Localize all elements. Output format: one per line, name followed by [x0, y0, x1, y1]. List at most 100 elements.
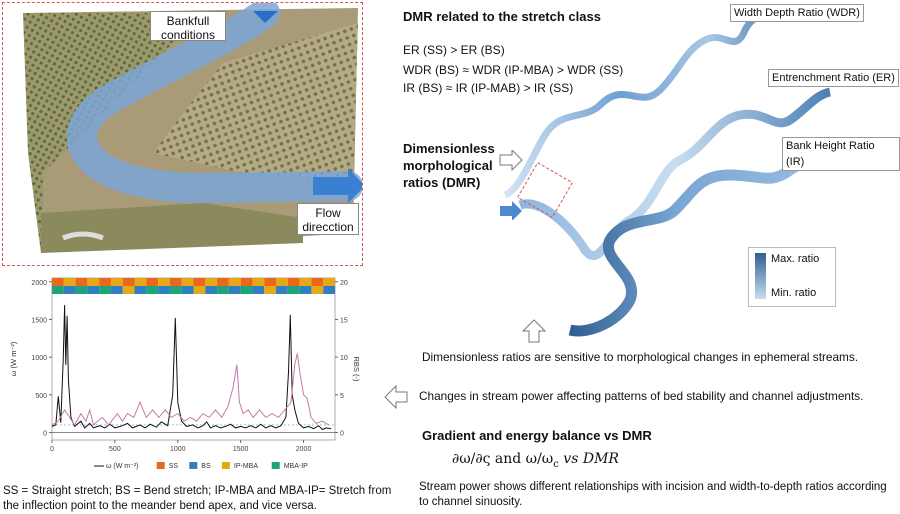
dmr-title: DMR related to the stretch class — [403, 9, 601, 24]
x-tick-label: 2000 — [296, 446, 312, 453]
class-strip-cell — [217, 286, 229, 294]
up-arrow-icon — [522, 319, 546, 343]
legend-swatch — [221, 462, 230, 469]
y-axis-label: ω (W m⁻²) — [9, 341, 18, 376]
class-strip-cell — [299, 286, 312, 294]
class-strip-cell — [205, 286, 218, 294]
label-er: Entrenchment Ratio (ER) — [768, 69, 899, 87]
ratio-gradient-bar — [755, 253, 766, 299]
class-strip-cell — [276, 278, 288, 286]
class-strip-cell — [134, 286, 147, 294]
class-strip-cell — [52, 278, 64, 286]
class-strip-cell — [276, 286, 288, 294]
class-strip-cell — [240, 286, 253, 294]
class-strip-cell — [252, 286, 265, 294]
class-strip-cell — [287, 278, 300, 286]
legend-swatch — [189, 462, 198, 469]
y2-tick-label: 20 — [340, 280, 348, 287]
dmr-relation-ir: IR (BS) ≈ IR (IP-MAB) > IR (SS) — [403, 81, 574, 95]
class-strip-cell — [146, 278, 159, 286]
class-strip-cell — [87, 278, 100, 286]
class-strip-cell — [169, 278, 182, 286]
dmr-arrows — [499, 150, 523, 220]
class-strip-cell — [299, 278, 312, 286]
class-strip-cell — [228, 286, 241, 294]
y-tick-label: 1000 — [31, 355, 47, 362]
footnote: SS = Straight stretch; BS = Bend stretch… — [3, 485, 392, 512]
class-strip-cell — [99, 286, 111, 294]
class-strip-cell — [193, 286, 206, 294]
class-strip-cell — [122, 286, 135, 294]
min-ratio-label: Min. ratio — [771, 287, 817, 299]
y2-axis-label: RBS (-) — [352, 357, 361, 383]
y-tick-label: 2000 — [31, 280, 47, 287]
legend-label: SS — [169, 463, 179, 470]
y-tick-label: 1500 — [31, 317, 47, 324]
class-strip-cell — [110, 286, 123, 294]
x-tick-label: 0 — [50, 446, 54, 453]
class-strip-cell — [75, 278, 88, 286]
class-strip-cell — [181, 278, 194, 286]
class-strip-cell — [87, 286, 100, 294]
dmr-relation-er: ER (SS) > ER (BS) — [403, 43, 505, 57]
aerial-photo-frame — [2, 2, 363, 266]
zoom-box — [516, 161, 574, 219]
class-strip-cell — [205, 278, 218, 286]
formula: ∂ω/∂ς and ω/ωc vs DMR — [452, 451, 619, 470]
class-strip-cell — [158, 286, 170, 294]
x-tick-label: 1500 — [233, 446, 249, 453]
label-ir: Bank Height Ratio (IR) — [782, 137, 900, 171]
blue-arrow-icon — [500, 201, 522, 220]
plot-frame — [51, 277, 336, 441]
class-strip-cell — [287, 286, 300, 294]
formula-tail: vs DMR — [563, 451, 619, 467]
class-strip-cell — [264, 286, 277, 294]
legend-label: IP-MBA — [234, 463, 258, 470]
x-tick-label: 1000 — [170, 446, 186, 453]
class-strip-cell — [311, 278, 324, 286]
class-strip-cell — [311, 286, 324, 294]
y-tick-label: 500 — [35, 393, 47, 400]
chart-svg: 0 500 1000 1500 2000 0 5 10 15 20 0 500 1000 1500 2000… — [9, 277, 361, 470]
y2-tick-label: 10 — [340, 355, 348, 362]
aerial-photo — [23, 3, 362, 253]
river-wdr — [503, 8, 796, 199]
y-tick-label: 0 — [43, 430, 47, 437]
class-strip-cell — [63, 278, 76, 286]
statement-stream-power-changes: Changes in stream power affecting patter… — [419, 389, 864, 403]
series-line — [51, 353, 329, 426]
y2-tick-label: 5 — [340, 393, 344, 400]
stream-power-chart: 0 500 1000 1500 2000 0 5 10 15 20 0 500 1000 1500 2000… — [2, 272, 363, 482]
callout-bankfull: Bankfull conditions — [150, 11, 226, 42]
formula-main: ∂ω/∂ς and ω/ω — [452, 451, 554, 467]
ratio-scale-legend: Max. ratio Min. ratio — [748, 247, 836, 307]
river-diagrams — [503, 8, 844, 337]
class-strip-cell — [110, 278, 123, 286]
class-strip-cell — [193, 278, 206, 286]
y2-tick-label: 15 — [340, 317, 348, 324]
legend-label: MBA-IP — [284, 463, 308, 470]
class-strip-cell — [63, 286, 76, 294]
class-strip-cell — [217, 278, 229, 286]
class-strip-cell — [323, 286, 335, 294]
class-strip-cell — [134, 278, 147, 286]
x-tick-label: 500 — [109, 446, 121, 453]
y2-tick-label: 0 — [340, 430, 344, 437]
series-line — [51, 305, 332, 431]
class-strip-cell — [75, 286, 88, 294]
class-strip-cell — [122, 278, 135, 286]
class-strip-cell — [158, 278, 170, 286]
callout-flow-direction: Flow direcction — [297, 203, 359, 235]
formula-subscript: c — [553, 458, 559, 470]
flow-arrow — [313, 168, 362, 203]
class-strip-cell — [52, 286, 64, 294]
legend-label: ω (W m⁻²) — [106, 463, 138, 470]
class-strip-cell — [252, 278, 265, 286]
class-strip-cell — [146, 286, 159, 294]
class-strip-cell — [240, 278, 253, 286]
legend-swatch — [271, 462, 280, 469]
gradient-title: Gradient and energy balance vs DMR — [422, 428, 652, 443]
river-channel — [66, 3, 362, 204]
class-strip-cell — [228, 278, 241, 286]
river-er — [518, 87, 832, 260]
